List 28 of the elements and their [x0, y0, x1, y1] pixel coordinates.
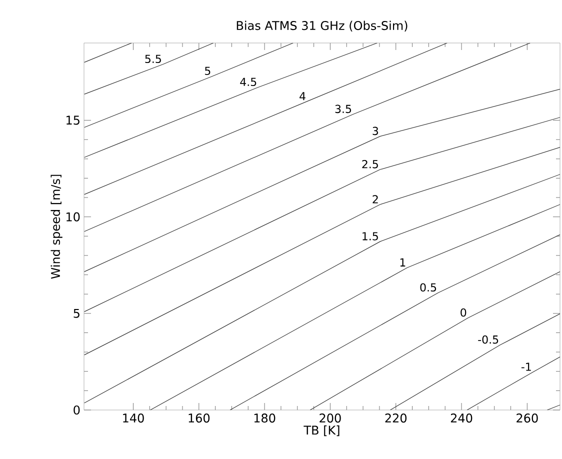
x-tick-label: 240	[450, 414, 472, 423]
x-axis-title: TB [K]	[304, 425, 340, 436]
y-tick-label: 0	[74, 405, 80, 415]
x-tick-label: 180	[254, 414, 276, 423]
series-label: 1	[400, 258, 406, 266]
series-label: 1.5	[362, 232, 378, 240]
chart-title: Bias ATMS 31 GHz (Obs-Sim)	[236, 20, 408, 32]
x-tick-label: 260	[516, 414, 538, 423]
y-tick-label: 5	[74, 308, 80, 318]
series-label: 4	[300, 92, 306, 100]
x-tick-label: 220	[385, 414, 407, 423]
x-tick-label: 140	[123, 414, 144, 423]
y-tick-label: 15	[66, 116, 80, 125]
series-label: 5.5	[145, 54, 161, 64]
series-label: 5	[205, 66, 210, 76]
series-label: 0	[460, 308, 466, 317]
series-label: 4.5	[240, 78, 256, 86]
series-label: -0.5	[478, 335, 498, 344]
series-label: 2	[372, 195, 378, 204]
series-label: -1	[521, 362, 531, 371]
series-label: 0.5	[420, 283, 436, 292]
series-label: 3.5	[335, 104, 352, 114]
x-tick-label: 160	[188, 414, 210, 423]
y-tick-label: 10	[66, 212, 80, 222]
y-axis-title: Wind speed [m/s]	[50, 174, 62, 279]
x-tick-label: 200	[320, 414, 341, 423]
series-label: 2.5	[362, 160, 378, 168]
series-label: 3	[372, 126, 378, 136]
